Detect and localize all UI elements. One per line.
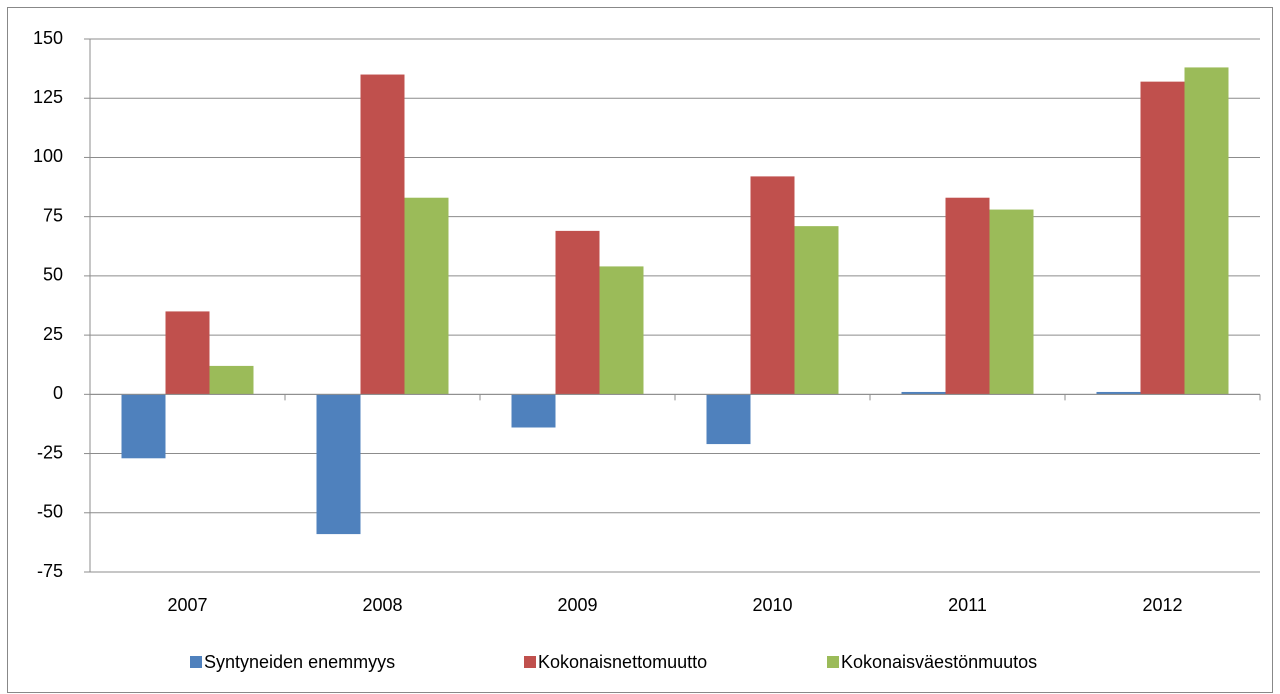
legend-label: Syntyneiden enemmyys: [204, 652, 395, 672]
y-tick-label: 100: [33, 146, 63, 166]
bar: [555, 230, 600, 395]
y-tick-label: 0: [53, 383, 63, 403]
x-tick-label: 2012: [1142, 595, 1182, 615]
bar: [165, 311, 210, 395]
bar: [1140, 81, 1185, 395]
y-tick-label: 25: [43, 324, 63, 344]
y-tick-label: 150: [33, 28, 63, 48]
y-tick-label: 75: [43, 205, 63, 225]
bar: [794, 226, 839, 395]
bar: [706, 394, 751, 445]
bar: [901, 391, 946, 395]
legend-swatch: [524, 656, 536, 668]
legend-swatch: [827, 656, 839, 668]
bar: [599, 266, 644, 395]
y-tick-label: 50: [43, 265, 63, 285]
bar: [121, 394, 166, 459]
bar: [316, 394, 361, 535]
x-tick-label: 2008: [362, 595, 402, 615]
y-tick-label: 125: [33, 87, 63, 107]
bar: [1184, 67, 1229, 395]
bar: [1096, 391, 1141, 395]
bar: [989, 209, 1034, 395]
legend-label: Kokonaisväestönmuutos: [841, 652, 1037, 672]
bar: [945, 197, 990, 395]
bar: [511, 394, 556, 428]
x-tick-label: 2010: [752, 595, 792, 615]
x-tick-label: 2011: [948, 595, 987, 615]
y-tick-label: -25: [37, 442, 63, 462]
x-tick-label: 2009: [557, 595, 597, 615]
bar: [209, 365, 254, 395]
legend-swatch: [190, 656, 202, 668]
x-tick-label: 2007: [167, 595, 207, 615]
bar: [404, 197, 449, 395]
bar: [360, 74, 405, 395]
y-tick-label: -50: [37, 502, 63, 522]
y-tick-label: -75: [37, 561, 63, 581]
bar: [750, 176, 795, 395]
legend-label: Kokonaisnettomuutto: [538, 652, 707, 672]
